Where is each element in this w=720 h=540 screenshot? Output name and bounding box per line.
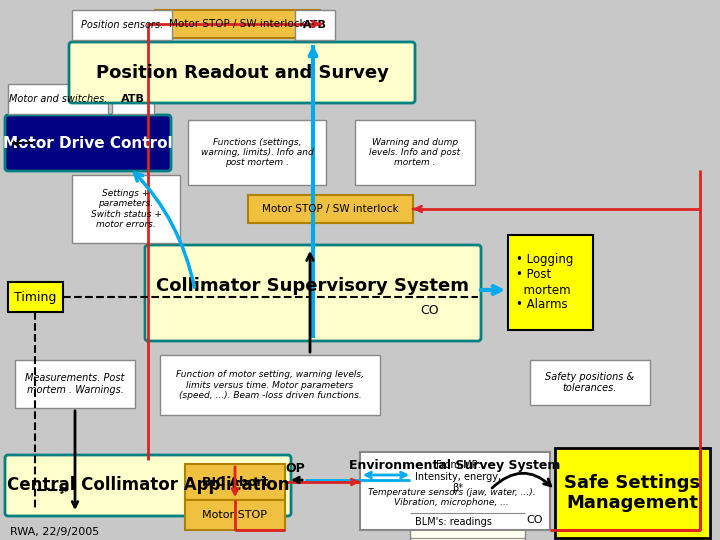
Text: Environmental Survey System: Environmental Survey System	[349, 460, 561, 472]
Text: Position Readout and Survey: Position Readout and Survey	[96, 64, 388, 82]
Bar	[508, 235, 593, 330]
Text: ATB: ATB	[121, 94, 145, 104]
Bar	[72, 10, 172, 40]
Bar	[8, 84, 108, 114]
FancyBboxPatch shape	[69, 42, 415, 103]
Text: Function of motor setting, warning levels,
limits versus time. Motor parameters
: Function of motor setting, warning level…	[176, 370, 364, 400]
Text: Safety positions &
tolerances.: Safety positions & tolerances.	[546, 372, 634, 393]
Bar	[188, 120, 326, 185]
Text: Collimator Supervisory System: Collimator Supervisory System	[156, 277, 469, 295]
FancyBboxPatch shape	[5, 455, 291, 516]
Bar	[248, 195, 413, 223]
Text: Motor STOP / SW interlock: Motor STOP / SW interlock	[262, 204, 399, 214]
Text: OP: OP	[285, 462, 305, 475]
Text: RWA, 22/9/2005: RWA, 22/9/2005	[10, 527, 99, 537]
Text: Motor Drive Control: Motor Drive Control	[3, 136, 173, 151]
Bar	[185, 500, 285, 530]
Text: BIC Abort: BIC Abort	[202, 476, 269, 489]
Text: From MP:
Intensity, energy,
β*: From MP: Intensity, energy, β*	[415, 460, 501, 493]
FancyBboxPatch shape	[145, 245, 481, 341]
Text: Motor STOP: Motor STOP	[202, 510, 268, 520]
Bar	[360, 452, 550, 530]
Bar	[112, 84, 154, 114]
Text: CO: CO	[420, 303, 439, 316]
Text: Safe Settings
Management: Safe Settings Management	[564, 474, 701, 512]
Bar	[72, 175, 180, 243]
Bar	[555, 448, 710, 538]
Text: Central Collimator Application: Central Collimator Application	[6, 476, 289, 495]
Text: CO: CO	[527, 515, 544, 525]
Text: Temperature sensors (jaw, water, ...).
Vibration, microphone, ...: Temperature sensors (jaw, water, ...). V…	[368, 488, 536, 508]
Text: Position sensors.: Position sensors.	[81, 20, 163, 30]
Text: • Logging
• Post
  mortem
• Alarms: • Logging • Post mortem • Alarms	[516, 253, 573, 312]
Bar	[15, 360, 135, 408]
Text: Motor and switches.: Motor and switches.	[9, 94, 107, 104]
Bar	[160, 355, 380, 415]
Bar	[410, 455, 525, 540]
Bar	[355, 120, 475, 185]
Text: Motor STOP / SW interlock: Motor STOP / SW interlock	[169, 19, 306, 29]
Text: Warning and dump
levels. Info and post
mortem .: Warning and dump levels. Info and post m…	[369, 138, 461, 167]
Text: Timing: Timing	[14, 291, 57, 303]
Bar	[155, 10, 320, 38]
Bar	[295, 10, 335, 40]
Text: Measurements. Post
mortem . Warnings.: Measurements. Post mortem . Warnings.	[25, 373, 125, 395]
Text: BLM's: readings: BLM's: readings	[415, 517, 492, 527]
FancyBboxPatch shape	[5, 115, 171, 171]
Text: Functions (settings,
warning, limits). Info and
post mortem .: Functions (settings, warning, limits). I…	[201, 138, 313, 167]
Bar	[8, 282, 63, 312]
Text: ATB: ATB	[303, 20, 327, 30]
Bar	[530, 360, 650, 405]
Text: Settings +
parameters.
Switch status +
motor errors.: Settings + parameters. Switch status + m…	[91, 189, 161, 229]
Bar	[185, 464, 285, 500]
